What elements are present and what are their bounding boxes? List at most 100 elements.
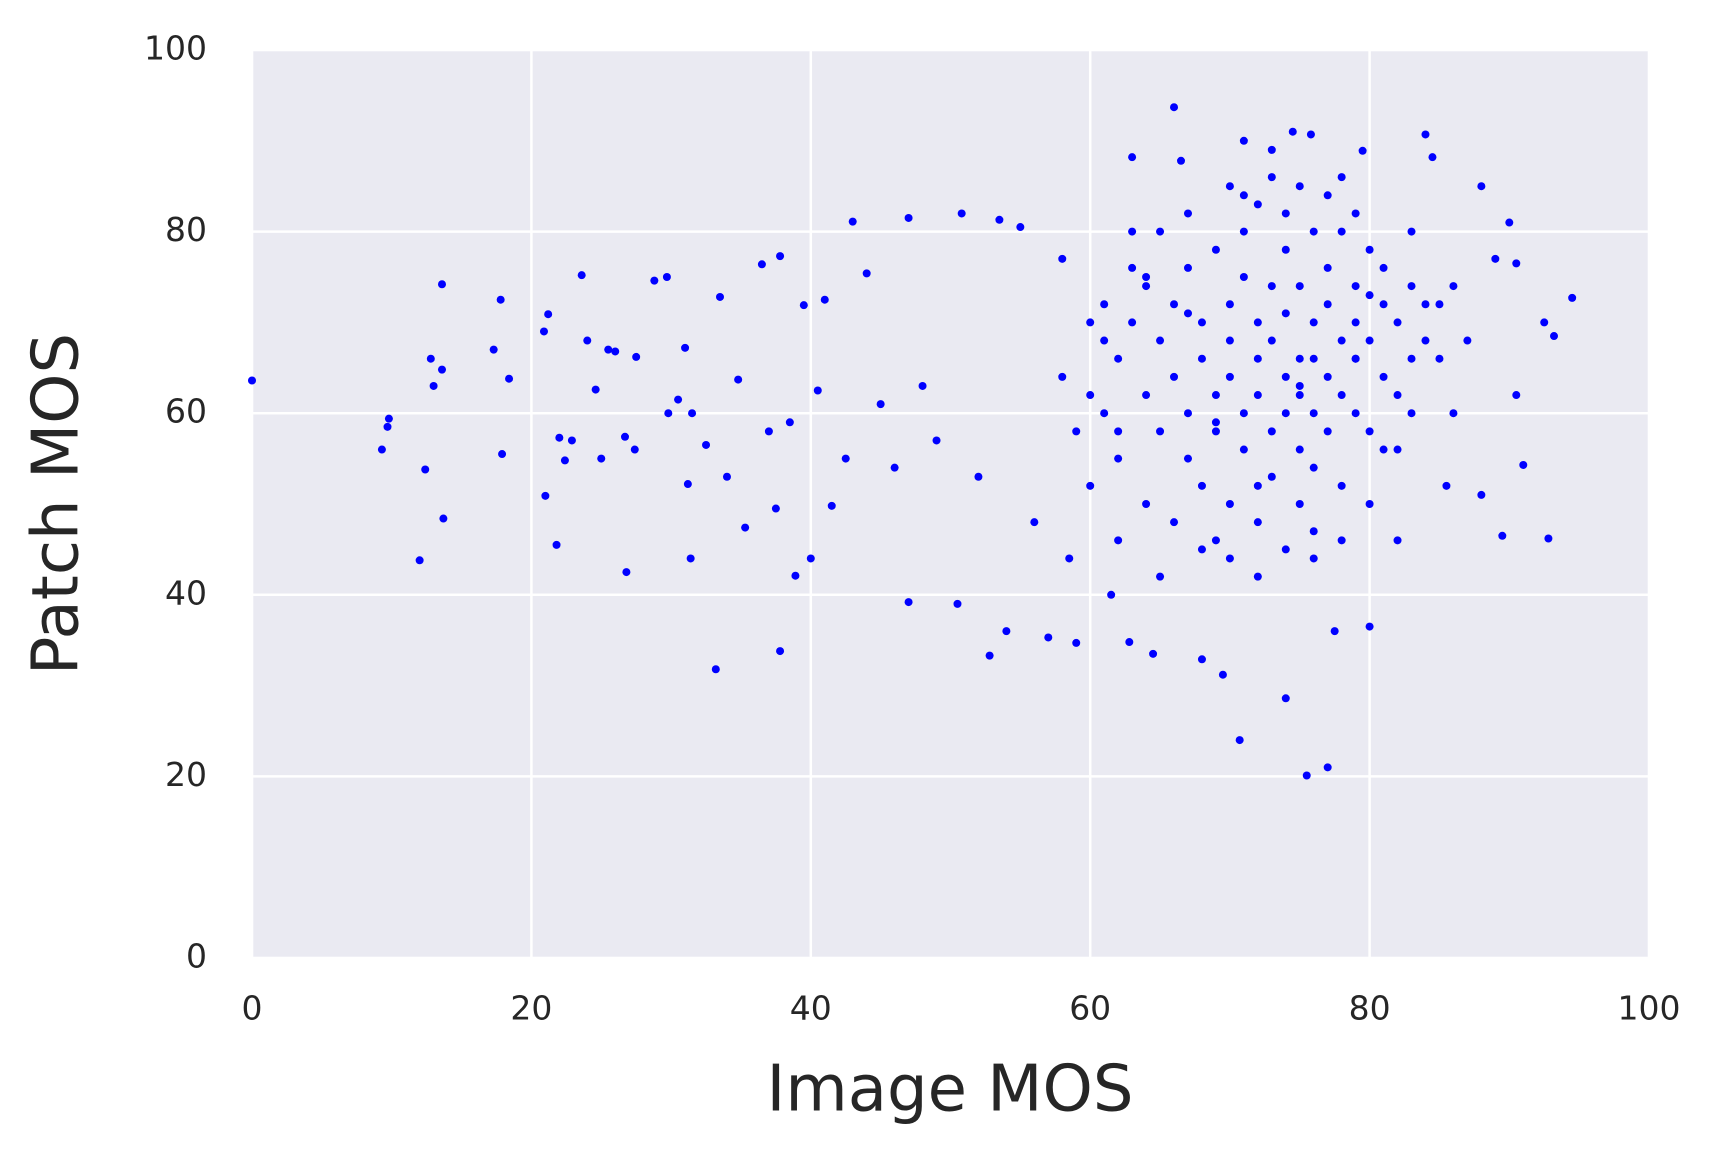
point — [1544, 534, 1553, 543]
plot-area — [252, 50, 1649, 958]
x-tick-label: 20 — [510, 989, 552, 1028]
x-tick-label: 40 — [790, 989, 832, 1028]
point — [1379, 445, 1388, 454]
point — [904, 598, 913, 607]
point — [1239, 445, 1248, 454]
point — [1128, 318, 1137, 327]
point — [1253, 354, 1262, 363]
point — [1030, 518, 1039, 527]
point — [1197, 655, 1206, 664]
point — [1183, 409, 1192, 418]
point — [429, 381, 438, 390]
point — [544, 310, 553, 319]
point — [1365, 622, 1374, 631]
point — [552, 540, 561, 549]
point — [1505, 218, 1514, 227]
point — [1358, 146, 1367, 155]
point — [1407, 409, 1416, 418]
point — [591, 385, 600, 394]
point — [806, 554, 815, 563]
point — [383, 422, 392, 431]
point — [757, 260, 766, 269]
point — [489, 345, 498, 354]
point — [1421, 300, 1430, 309]
point — [1337, 391, 1346, 400]
point — [1337, 173, 1346, 182]
point — [1512, 259, 1521, 268]
y-tick-label: 20 — [165, 755, 207, 794]
point — [1218, 670, 1227, 679]
point — [1351, 354, 1360, 363]
point — [1225, 336, 1234, 345]
point — [1253, 318, 1262, 327]
point — [1295, 182, 1304, 191]
point — [1072, 638, 1081, 647]
point — [1170, 518, 1179, 527]
point — [827, 501, 836, 510]
point — [1149, 649, 1158, 658]
point — [1183, 263, 1192, 272]
point — [1086, 391, 1095, 400]
point — [1281, 409, 1290, 418]
point — [1128, 263, 1137, 272]
point — [1072, 427, 1081, 436]
point — [722, 472, 731, 481]
point — [1288, 127, 1297, 136]
point — [764, 427, 773, 436]
point — [1016, 223, 1025, 232]
point — [1449, 282, 1458, 291]
point — [1235, 736, 1244, 745]
point — [1267, 427, 1276, 436]
point — [1568, 293, 1577, 302]
point — [1442, 481, 1451, 490]
point — [1253, 518, 1262, 527]
point — [1323, 372, 1332, 381]
y-axis-label: Patch MOS — [20, 333, 94, 675]
point — [583, 336, 592, 345]
points — [248, 103, 1577, 780]
point — [1211, 245, 1220, 254]
point — [1253, 481, 1262, 490]
point — [1239, 409, 1248, 418]
point — [1393, 391, 1402, 400]
point — [1197, 354, 1206, 363]
point — [439, 514, 448, 523]
point — [1114, 536, 1123, 545]
point — [1225, 554, 1234, 563]
point — [1302, 771, 1311, 780]
point — [1306, 130, 1315, 139]
point — [1295, 381, 1304, 390]
point — [799, 301, 808, 310]
point — [1323, 263, 1332, 272]
point — [632, 352, 641, 361]
point — [1407, 227, 1416, 236]
point — [1309, 318, 1318, 327]
point — [1002, 627, 1011, 636]
point — [1058, 254, 1067, 263]
point — [686, 554, 695, 563]
point — [711, 665, 720, 674]
point — [384, 414, 393, 423]
point — [791, 571, 800, 580]
point — [1491, 254, 1500, 263]
point — [1086, 481, 1095, 490]
point — [1540, 318, 1549, 327]
point — [567, 436, 576, 445]
point — [1365, 500, 1374, 508]
point — [1170, 300, 1179, 309]
point — [662, 273, 671, 281]
point — [1065, 554, 1074, 563]
point — [539, 327, 548, 336]
point — [1393, 445, 1402, 454]
point — [1281, 245, 1290, 254]
point — [1183, 454, 1192, 463]
point — [1142, 391, 1151, 400]
point — [1309, 409, 1318, 418]
point — [776, 252, 785, 261]
point — [1267, 145, 1276, 154]
y-tick-label: 40 — [165, 573, 207, 612]
point — [1379, 300, 1388, 309]
point — [622, 568, 631, 577]
point — [437, 280, 446, 289]
